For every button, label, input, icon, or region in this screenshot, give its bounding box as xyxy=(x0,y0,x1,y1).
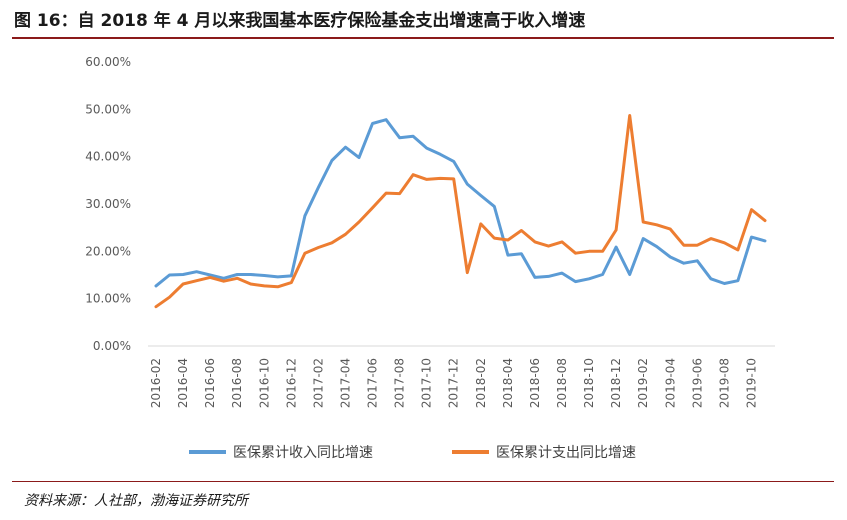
x-tick-label: 2019-06 xyxy=(690,358,704,408)
y-tick-label: 10.00% xyxy=(85,292,131,306)
x-tick-label: 2016-10 xyxy=(257,358,271,408)
x-tick-label: 2017-06 xyxy=(366,358,380,408)
x-tick-label: 2017-08 xyxy=(393,358,407,408)
line-chart: 0.00% 10.00% 20.00% 30.00% 40.00% 50.00% 60.00… xyxy=(85,55,775,461)
x-tick-label: 2018-08 xyxy=(555,358,569,408)
x-tick-label: 2019-02 xyxy=(636,358,650,408)
x-tick-label: 2019-04 xyxy=(663,358,677,408)
legend-label-2: 医保累计支出同比增速 xyxy=(496,445,636,461)
x-tick-label: 2018-12 xyxy=(609,358,623,408)
y-tick-label: 40.00% xyxy=(85,150,131,164)
y-tick-label: 30.00% xyxy=(85,197,131,211)
x-tick-label: 2018-10 xyxy=(582,358,596,408)
x-tick-label: 2016-06 xyxy=(203,358,217,408)
x-tick-label: 2017-04 xyxy=(338,358,352,408)
series-line-1 xyxy=(154,118,767,288)
x-axis: 2016-02 2016-04 2016-06 2016-08 2016-10 2016-… xyxy=(149,358,758,408)
y-tick-label: 20.00% xyxy=(85,244,131,258)
x-tick-label: 2017-02 xyxy=(311,358,325,408)
x-tick-label: 2016-02 xyxy=(149,358,163,408)
legend: 医保累计收入同比增速 医保累计支出同比增速 xyxy=(189,445,636,461)
series-line-2 xyxy=(154,114,767,309)
series-layer xyxy=(154,114,767,309)
y-tick-label: 50.00% xyxy=(85,102,131,116)
x-tick-label: 2016-04 xyxy=(176,358,190,408)
x-tick-label: 2019-10 xyxy=(744,358,758,408)
source-rule xyxy=(12,481,834,482)
x-tick-label: 2016-08 xyxy=(230,358,244,408)
source-note: 资料来源：人社部，渤海证券研究所 xyxy=(24,493,248,509)
title-rule xyxy=(12,37,834,39)
x-tick-label: 2018-02 xyxy=(474,358,488,408)
y-axis: 0.00% 10.00% 20.00% 30.00% 40.00% 50.00% 60.00… xyxy=(85,55,131,353)
x-tick-label: 2019-08 xyxy=(717,358,731,408)
x-tick-label: 2017-10 xyxy=(420,358,434,408)
x-tick-label: 2017-12 xyxy=(447,358,461,408)
x-tick-label: 2018-06 xyxy=(528,358,542,408)
x-tick-label: 2018-04 xyxy=(501,358,515,408)
legend-label-1: 医保累计收入同比增速 xyxy=(233,445,373,461)
y-tick-label: 0.00% xyxy=(93,339,131,353)
figure-title: 图 16：自 2018 年 4 月以来我国基本医疗保险基金支出增速高于收入增速 xyxy=(14,11,586,31)
y-tick-label: 60.00% xyxy=(85,55,131,69)
x-tick-label: 2016-12 xyxy=(284,358,298,408)
